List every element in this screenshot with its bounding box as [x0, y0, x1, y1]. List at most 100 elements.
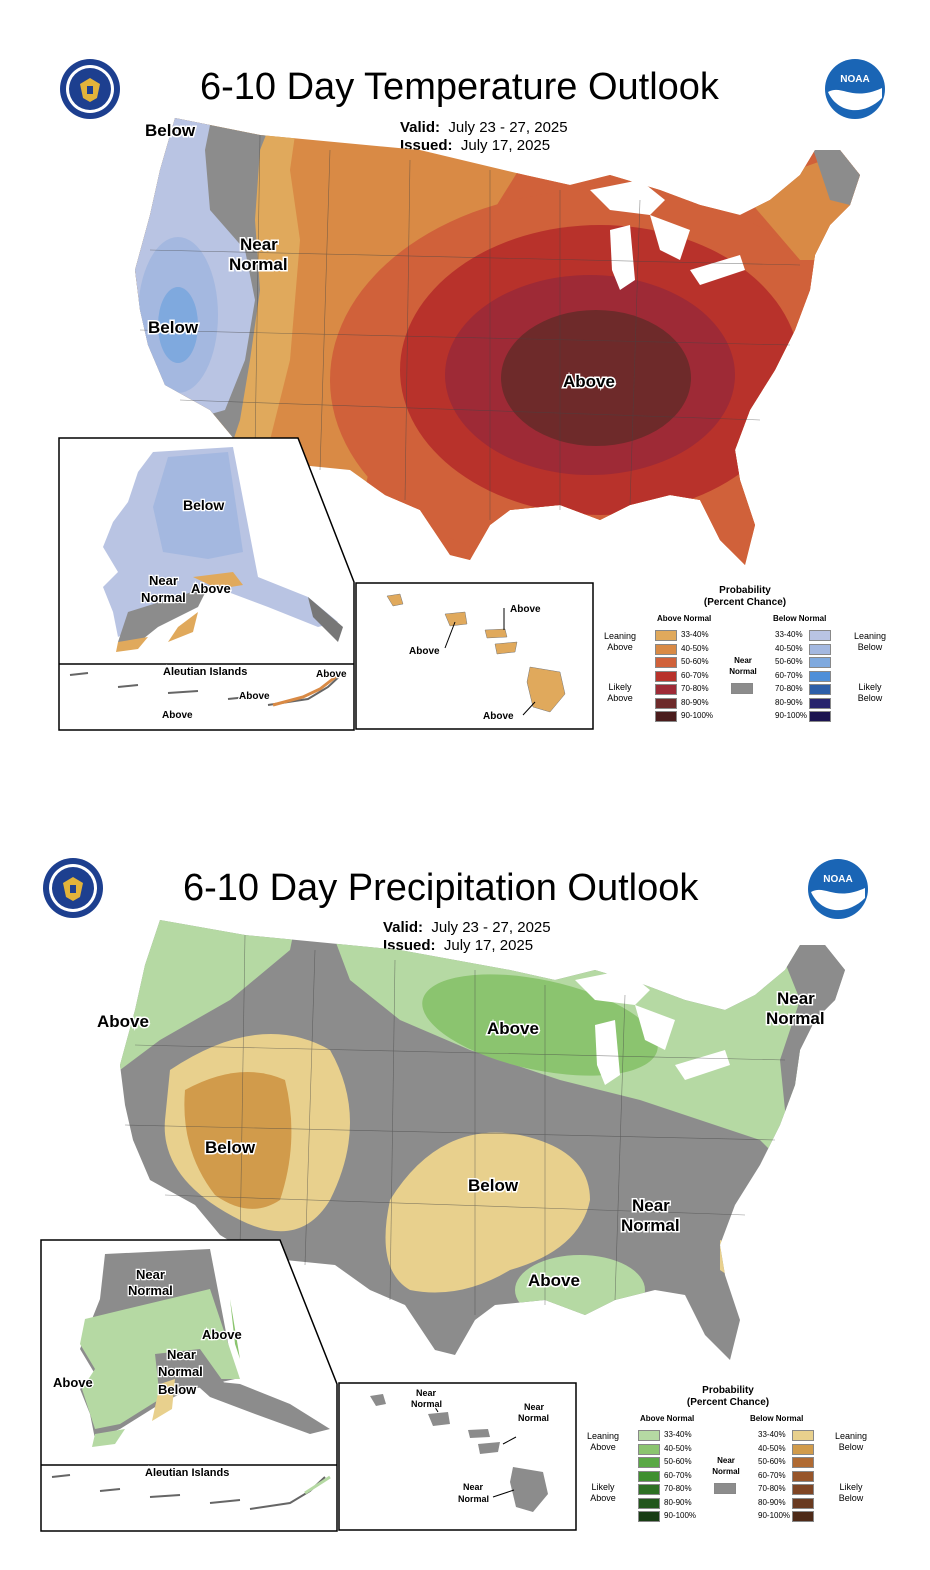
legend-title-2: (Percent Chance) — [703, 597, 787, 608]
commerce-seal-icon — [43, 858, 103, 918]
legend-above-header: Above Normal — [657, 614, 712, 623]
label-below-ca: Below — [148, 318, 199, 337]
ak-label-above-w: Above — [53, 1375, 93, 1390]
legend-below-range: 70-80% — [758, 1484, 786, 1493]
likely-below-1: Likely — [858, 682, 882, 692]
legend-likely-above: Likely Above — [595, 682, 645, 704]
temperature-outlook-panel: 6-10 Day Temperature Outlook Valid: July… — [0, 0, 930, 760]
legend-above-range: 40-50% — [664, 1443, 692, 1453]
legend-likely-below: Likely Below — [845, 682, 895, 704]
legend-likely-below: Likely Below — [826, 1482, 876, 1504]
label-above-gulf: Above — [528, 1271, 580, 1290]
likely-above-1: Likely — [608, 682, 632, 692]
near-2: Normal — [729, 667, 757, 676]
legend-below-swatch — [792, 1511, 814, 1522]
hi-near-a2: Normal — [411, 1399, 442, 1409]
aleutian-title: Aleutian Islands — [145, 1467, 229, 1479]
hi-near-c2: Normal — [458, 1494, 489, 1504]
legend-below-range: 33-40% — [758, 1430, 786, 1439]
likely-below-2: Below — [838, 1493, 864, 1503]
label-below-sw: Below — [205, 1138, 256, 1157]
ak-label-near-b1: Near — [167, 1347, 196, 1362]
temperature-legend: Probability (Percent Chance) Above Norma… — [595, 585, 895, 735]
legend-above-swatch — [655, 711, 677, 722]
ak-label-near-a1: Near — [136, 1267, 165, 1282]
legend-above-swatch — [638, 1430, 660, 1441]
legend-leaning-above: Leaning Above — [595, 631, 645, 653]
legend-below-range: 70-80% — [775, 684, 803, 693]
label-near-se-1: Near — [632, 1196, 670, 1215]
legend-above-range: 50-60% — [664, 1457, 692, 1466]
ak-label-below: Below — [158, 1382, 197, 1397]
valid-label: Valid: — [400, 119, 441, 136]
hi-near-b1: Near — [524, 1402, 545, 1412]
likely-above-2: Above — [607, 693, 633, 703]
label-below-nw: Below — [145, 121, 196, 140]
svg-text:NOAA: NOAA — [823, 874, 852, 885]
hi-above-3: Above — [483, 711, 514, 722]
legend-above-swatch — [655, 643, 677, 655]
legend-above-range: 90-100% — [664, 1511, 697, 1520]
precipitation-outlook-panel: 6-10 Day Precipitation Outlook Valid: Ju… — [0, 800, 930, 1570]
issued-value: July 17, 2025 — [443, 937, 534, 954]
ak-label-above: Above — [191, 581, 231, 596]
legend-below-range: 60-70% — [758, 1470, 786, 1480]
leaning-below-1: Leaning — [834, 1431, 868, 1441]
precipitation-valid-dates: Valid: July 23 - 27, 2025 — [383, 918, 551, 937]
precipitation-hawaii-inset: Near Normal Near Normal Near Normal — [338, 1382, 577, 1531]
hi-above-1: Above — [510, 604, 541, 615]
leaning-below-1: Leaning — [853, 631, 887, 641]
legend-above-swatch — [638, 1443, 660, 1455]
likely-below-1: Likely — [839, 1482, 863, 1492]
near-2: Normal — [712, 1467, 740, 1476]
temperature-hawaii-inset: Above Above Above — [355, 582, 594, 730]
legend-below-range: 80-90% — [775, 697, 803, 707]
aleut-above-2: Above — [239, 691, 270, 702]
precipitation-conus-map: Above Above Near Normal Below Below Near… — [96, 920, 845, 1360]
legend-above-range: 40-50% — [681, 643, 709, 653]
legend-above-swatch — [638, 1457, 660, 1468]
ak-label-near-b2: Normal — [158, 1364, 203, 1379]
svg-text:NOAA: NOAA — [840, 74, 869, 85]
legend-leaning-above: Leaning Above — [578, 1431, 628, 1453]
legend-above-swatch — [655, 697, 677, 709]
legend-below-swatch — [809, 670, 831, 682]
legend-above-range: 70-80% — [664, 1484, 692, 1493]
legend-leaning-below: Leaning Below — [826, 1431, 876, 1453]
legend-below-swatch — [809, 684, 831, 695]
legend-above-swatch — [655, 670, 677, 682]
noaa-logo-icon: NOAA — [825, 59, 885, 119]
legend-above-range: 90-100% — [681, 711, 714, 720]
legend-above-swatch — [638, 1511, 660, 1522]
aleut-above-3: Above — [162, 710, 193, 721]
legend-below-swatch — [809, 711, 831, 722]
label-near-ne-2: Normal — [766, 1009, 825, 1028]
hi-near-a1: Near — [416, 1388, 437, 1398]
legend-below-range: 40-50% — [758, 1443, 786, 1453]
legend-below-swatch — [792, 1430, 814, 1441]
legend-title: Probability (Percent Chance) — [665, 585, 825, 609]
legend-near-swatch — [714, 1483, 736, 1494]
legend-below-swatch — [792, 1443, 814, 1455]
legend-title: Probability (Percent Chance) — [648, 1385, 808, 1409]
legend-likely-above: Likely Above — [578, 1482, 628, 1504]
legend-above-swatch — [655, 630, 677, 641]
legend-above-range: 60-70% — [681, 670, 709, 680]
legend-above-swatch — [638, 1470, 660, 1482]
legend-above-range: 80-90% — [681, 697, 709, 707]
temperature-alaska-inset: Below Near Normal Above Aleutian Islands… — [58, 437, 355, 731]
label-near-normal-2: Normal — [229, 255, 288, 274]
temperature-title: 6-10 Day Temperature Outlook — [200, 66, 719, 108]
label-above-center: Above — [563, 372, 615, 391]
legend-below-swatch — [792, 1457, 814, 1468]
legend-above-swatch — [655, 657, 677, 668]
label-near-normal-1: Near — [240, 235, 278, 254]
legend-above-header: Above Normal — [640, 1414, 695, 1423]
legend-above-range: 70-80% — [681, 684, 709, 693]
legend-above-range: 60-70% — [664, 1470, 692, 1480]
legend-title-2: (Percent Chance) — [686, 1397, 770, 1408]
hi-above-2: Above — [409, 646, 440, 657]
leaning-above-1: Leaning — [603, 631, 637, 641]
legend-below-swatch — [792, 1470, 814, 1482]
legend-title-1: Probability — [702, 1385, 754, 1396]
